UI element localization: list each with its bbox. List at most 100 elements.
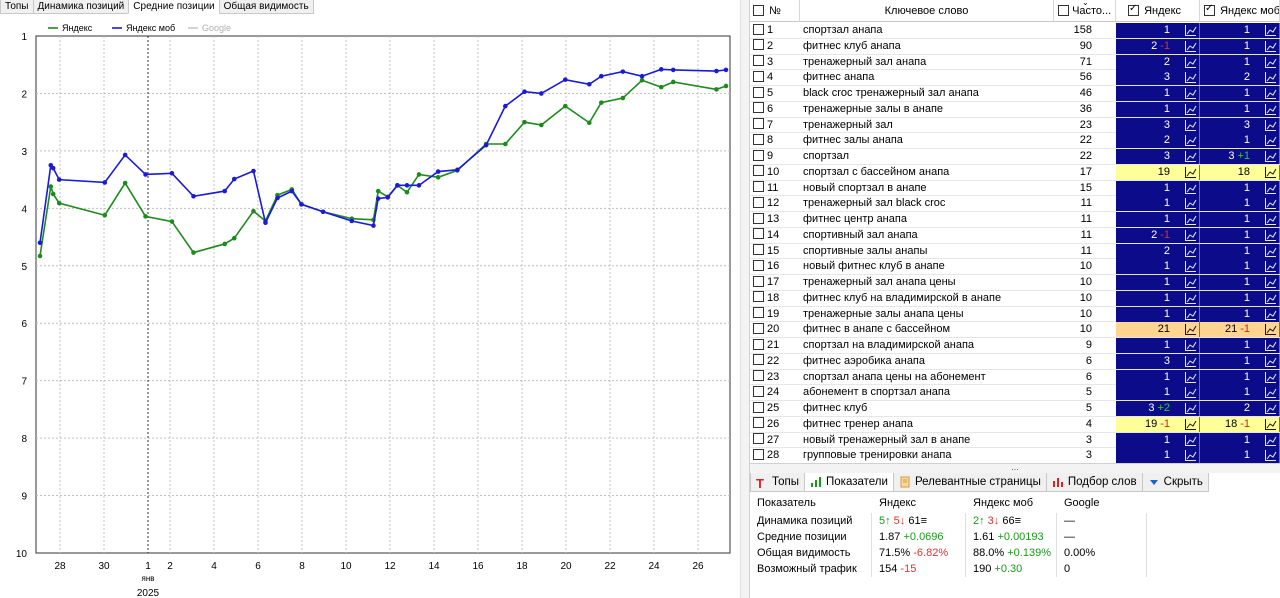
keyword-row[interactable]: 25 фитнес клуб 5 3 +2 2: [750, 401, 1280, 417]
row-checkbox[interactable]: [753, 39, 764, 51]
position-chart-icon[interactable]: [1265, 214, 1277, 225]
row-checkbox[interactable]: [753, 228, 764, 240]
yandex-position-cell[interactable]: 19 -1: [1116, 416, 1200, 432]
yandex-mob-position-cell[interactable]: 18: [1200, 164, 1280, 180]
yandex-mob-position-cell[interactable]: 1: [1200, 353, 1280, 369]
keyword-row[interactable]: 5 black croc тренажерный зал анапа 46 1 1: [750, 86, 1280, 102]
row-checkbox[interactable]: [753, 133, 764, 145]
yandex-position-cell[interactable]: 1: [1116, 275, 1200, 290]
bottom-tab-1[interactable]: Показатели: [804, 473, 894, 492]
yandex-position-cell[interactable]: 2: [1116, 133, 1200, 149]
yandex-mob-position-cell[interactable]: 1: [1200, 180, 1280, 196]
row-checkbox[interactable]: [753, 55, 764, 67]
position-chart-icon[interactable]: [1185, 434, 1197, 446]
position-chart-icon[interactable]: [1265, 324, 1277, 336]
yandex-mob-position-cell[interactable]: 1: [1200, 432, 1280, 448]
bottom-tab-0[interactable]: T Топы: [750, 473, 806, 492]
yandex-position-cell[interactable]: 19: [1116, 164, 1200, 180]
position-chart-icon[interactable]: [1265, 403, 1277, 414]
row-checkbox[interactable]: [753, 291, 764, 303]
keyword-row[interactable]: 10 спортзал с бассейном анапа 17 19 18: [750, 164, 1280, 181]
position-chart-icon[interactable]: [1265, 308, 1277, 320]
chart-tab-0[interactable]: Топы: [0, 0, 34, 14]
yandex-position-cell[interactable]: 3: [1116, 117, 1200, 133]
row-checkbox[interactable]: [753, 354, 764, 366]
keyword-row[interactable]: 21 спортзал на владимирской анапа 9 1 1: [750, 338, 1280, 354]
yandex-mob-position-cell[interactable]: 1: [1200, 23, 1280, 38]
position-chart-icon[interactable]: [1185, 198, 1197, 210]
yandex-position-cell[interactable]: 3: [1116, 149, 1200, 164]
yandex-mob-position-cell[interactable]: 1: [1200, 212, 1280, 227]
yandex-position-cell[interactable]: 1: [1116, 259, 1200, 275]
chart-tab-3[interactable]: Общая видимость: [218, 0, 314, 14]
keyword-row[interactable]: 4 фитнес анапа 56 3 2: [750, 70, 1280, 86]
position-chart-icon[interactable]: [1185, 40, 1197, 52]
yandex-position-cell[interactable]: 1: [1116, 306, 1200, 322]
yandex-position-cell[interactable]: 2 -1: [1116, 227, 1200, 243]
row-checkbox[interactable]: [753, 149, 764, 161]
position-chart-icon[interactable]: [1265, 292, 1277, 304]
position-chart-icon[interactable]: [1265, 277, 1277, 288]
yandex-mob-position-cell[interactable]: 2: [1200, 70, 1280, 86]
horizontal-splitter[interactable]: ...: [750, 463, 1280, 473]
yandex-position-cell[interactable]: 2: [1116, 243, 1200, 259]
position-chart-icon[interactable]: [1265, 72, 1277, 84]
row-checkbox[interactable]: [753, 385, 764, 397]
header-yandex[interactable]: Яндекс: [1116, 0, 1200, 22]
position-chart-icon[interactable]: [1185, 450, 1197, 462]
chart-tab-1[interactable]: Динамика позиций: [32, 0, 130, 14]
position-chart-icon[interactable]: [1185, 355, 1197, 367]
yandex-mob-position-cell[interactable]: 1: [1200, 448, 1280, 464]
header-num[interactable]: №: [750, 0, 800, 22]
keyword-row[interactable]: 18 фитнес клуб на владимирской в анапе 10 …: [750, 290, 1280, 307]
yandex-mob-position-cell[interactable]: 1: [1200, 54, 1280, 70]
yandex-mob-position-cell[interactable]: 1: [1200, 101, 1280, 117]
position-chart-icon[interactable]: [1265, 56, 1277, 68]
yandex-mob-position-cell[interactable]: 1: [1200, 133, 1280, 149]
yandex-position-cell[interactable]: 1: [1116, 448, 1200, 464]
position-chart-icon[interactable]: [1265, 119, 1277, 131]
bottom-tab-2[interactable]: Релевантные страницы: [892, 473, 1047, 492]
yandex-checkbox[interactable]: [1128, 3, 1139, 16]
yandex-mob-position-cell[interactable]: 1: [1200, 369, 1280, 385]
position-chart-icon[interactable]: [1265, 450, 1277, 462]
yandex-mob-position-cell[interactable]: 1: [1200, 306, 1280, 322]
yandex-mob-position-cell[interactable]: 1: [1200, 275, 1280, 290]
position-chart-icon[interactable]: [1185, 103, 1197, 115]
keyword-row[interactable]: 22 фитнес аэробика анапа 6 3 1: [750, 353, 1280, 370]
yandex-position-cell[interactable]: 1: [1116, 86, 1200, 101]
keyword-row[interactable]: 14 спортивный зал анапа 11 2 -1 1: [750, 227, 1280, 244]
row-checkbox[interactable]: [753, 275, 764, 287]
keyword-row[interactable]: 7 тренажерный зал 23 3 3: [750, 117, 1280, 134]
position-chart-icon[interactable]: [1185, 56, 1197, 68]
keyword-row[interactable]: 19 тренажерные залы анапа цены 10 1 1: [750, 306, 1280, 323]
yandex-position-cell[interactable]: 3: [1116, 70, 1200, 86]
yandex-position-cell[interactable]: 3: [1116, 353, 1200, 369]
yandex-position-cell[interactable]: 2: [1116, 54, 1200, 70]
vertical-splitter[interactable]: [740, 0, 750, 598]
row-checkbox[interactable]: [753, 322, 764, 334]
yandex-mob-position-cell[interactable]: 1: [1200, 290, 1280, 306]
row-checkbox[interactable]: [753, 433, 764, 445]
row-checkbox[interactable]: [753, 196, 764, 208]
chart-tab-2[interactable]: Средние позиции: [128, 0, 220, 14]
bottom-tab-3[interactable]: Подбор слов: [1045, 473, 1143, 492]
position-chart-icon[interactable]: [1185, 119, 1197, 131]
row-checkbox[interactable]: [753, 417, 764, 429]
keyword-row[interactable]: 20 фитнес в анапе с бассейном 10 21 21 -1: [750, 322, 1280, 338]
position-chart-icon[interactable]: [1185, 214, 1197, 225]
position-chart-icon[interactable]: [1265, 355, 1277, 367]
position-chart-icon[interactable]: [1185, 88, 1197, 99]
position-chart-icon[interactable]: [1265, 245, 1277, 257]
row-checkbox[interactable]: [753, 212, 764, 224]
bottom-tab-4[interactable]: Скрыть: [1141, 473, 1209, 492]
keyword-row[interactable]: 17 тренажерный зал анапа цены 10 1 1: [750, 275, 1280, 291]
position-chart-icon[interactable]: [1185, 261, 1197, 273]
position-chart-icon[interactable]: [1265, 151, 1277, 162]
position-chart-icon[interactable]: [1185, 135, 1197, 147]
position-chart-icon[interactable]: [1265, 229, 1277, 241]
yandex-mob-position-cell[interactable]: 1: [1200, 86, 1280, 101]
yandex-position-cell[interactable]: 1: [1116, 101, 1200, 117]
position-chart-icon[interactable]: [1265, 387, 1277, 399]
keyword-row[interactable]: 15 спортивные залы анапы 11 2 1: [750, 243, 1280, 260]
